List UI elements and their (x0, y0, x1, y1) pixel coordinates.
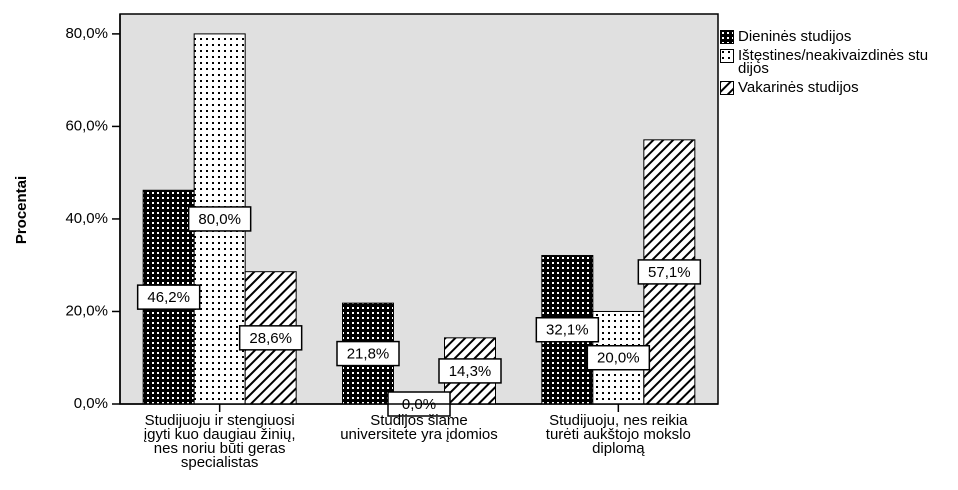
x-tick-label: Studijuoju, nes reikia turėti aukštojo m… (545, 412, 691, 457)
x-tick-label: Studijuoju ir stengiuosi įgyti kuo daugi… (143, 412, 296, 471)
legend-item: Vakarinės studijos (720, 79, 935, 96)
value-label-box (586, 344, 651, 371)
legend-swatch-fill (720, 49, 734, 63)
y-tick-label: 0,0% (74, 395, 108, 412)
value-label: 46,2% (147, 289, 190, 306)
value-label-box (438, 358, 502, 384)
legend: Dieninės studijos Ištęstines/neakivaizdin… (720, 28, 935, 100)
x-tick-label: Studijos šiame universitete yra įdomios (340, 412, 498, 443)
value-label: 28,6% (249, 330, 292, 347)
value-label: 21,8% (347, 346, 390, 363)
legend-swatch (720, 30, 734, 44)
value-label: 57,1% (648, 264, 691, 281)
legend-item: Dieninės studijos (720, 28, 935, 45)
y-tick-label: 20,0% (65, 302, 108, 319)
legend-label: Dieninės studijos (738, 28, 852, 45)
y-tick-label: 80,0% (65, 25, 108, 42)
legend-swatch (720, 81, 734, 95)
value-label: 14,3% (449, 363, 492, 380)
value-label-box (336, 340, 400, 367)
value-label: 20,0% (597, 350, 640, 367)
value-label-box (637, 259, 702, 285)
value-label: 32,1% (546, 322, 589, 339)
legend-item: Ištęstines/neakivaizdinės studijos (720, 47, 935, 77)
y-tick-label: 40,0% (65, 210, 108, 227)
value-label: 80,0% (198, 211, 241, 228)
legend-swatch-fill (720, 30, 734, 44)
legend-swatch-fill (720, 81, 734, 95)
value-label-box (535, 316, 600, 343)
legend-label: Vakarinės studijos (738, 79, 859, 96)
y-tick-label: 60,0% (65, 117, 108, 134)
y-axis-title: Procentai (13, 176, 30, 244)
legend-label: Ištęstines/neakivaizdinės studijos (738, 47, 929, 77)
value-label-box (187, 206, 252, 232)
value-label-box (238, 325, 303, 351)
value-label-box (136, 284, 201, 310)
legend-swatch (720, 49, 734, 63)
